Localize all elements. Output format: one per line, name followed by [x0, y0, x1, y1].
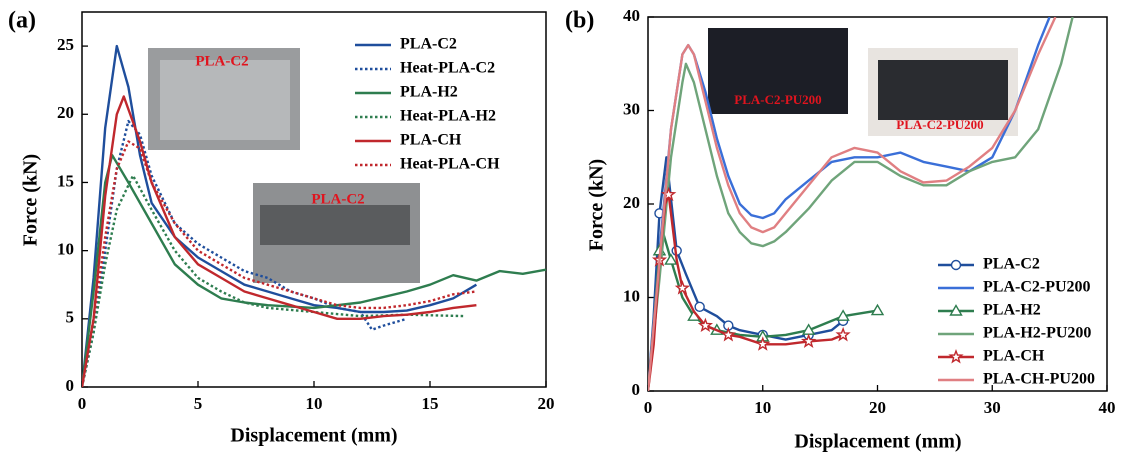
- photo-label: PLA-C2-PU200: [896, 117, 983, 132]
- x-tick-label: 0: [78, 394, 87, 413]
- photo: [708, 28, 848, 114]
- marker: [694, 301, 705, 313]
- marker: [950, 259, 962, 271]
- marker: [948, 349, 964, 364]
- photo-detail: [878, 60, 1008, 120]
- x-axis-label: Displacement (mm): [794, 431, 961, 453]
- series-line: [82, 140, 477, 387]
- y-tick-label: 0: [632, 380, 641, 399]
- y-axis-label: Force (kN): [586, 159, 608, 251]
- series-line: [82, 95, 477, 387]
- x-axis-label: Displacement (mm): [230, 425, 397, 447]
- x-tick-label: 30: [984, 398, 1001, 417]
- series-line: [648, 17, 1074, 391]
- marker: [697, 317, 714, 332]
- legend-label: PLA-H2: [400, 84, 458, 101]
- y-tick-label: 25: [57, 35, 74, 54]
- series-line: [648, 193, 844, 391]
- x-tick-label: 40: [1099, 398, 1116, 417]
- y-tick-label: 5: [66, 308, 75, 327]
- marker: [949, 304, 963, 316]
- y-tick-label: 40: [623, 6, 640, 25]
- marker: [755, 336, 771, 351]
- series-line: [82, 174, 465, 387]
- x-tick-label: 20: [538, 394, 555, 413]
- legend-label: PLA-C2: [400, 36, 457, 53]
- legend-label: Heat-PLA-C2: [400, 60, 495, 77]
- marker: [836, 309, 850, 321]
- y-tick-label: 15: [57, 171, 74, 190]
- x-tick-label: 15: [422, 394, 439, 413]
- marker: [674, 280, 691, 295]
- y-tick-label: 0: [66, 376, 75, 395]
- photo-detail: [160, 60, 290, 140]
- series-line: [648, 17, 1057, 391]
- x-tick-label: 10: [754, 398, 771, 417]
- y-tick-label: 10: [57, 240, 74, 259]
- y-tick-label: 10: [623, 286, 640, 305]
- legend-label: Heat-PLA-H2: [400, 108, 496, 125]
- y-tick-label: 20: [623, 193, 640, 212]
- series-line: [82, 154, 546, 387]
- y-tick-label: 20: [57, 103, 74, 122]
- legend-label: PLA-H2: [983, 302, 1041, 319]
- y-tick-label: 30: [623, 99, 640, 118]
- marker: [664, 253, 678, 265]
- legend-label: PLA-C2: [983, 256, 1040, 273]
- legend-label: PLA-CH: [983, 348, 1045, 365]
- series-line: [648, 156, 844, 391]
- marker: [720, 326, 736, 342]
- panel-label: (a): [8, 8, 36, 34]
- panel-label: (b): [565, 8, 594, 34]
- x-tick-label: 0: [644, 398, 653, 417]
- x-tick-label: 10: [306, 394, 323, 413]
- marker: [835, 326, 851, 342]
- plot-area: [82, 44, 546, 387]
- marker: [870, 303, 885, 316]
- marker: [800, 333, 817, 348]
- x-tick-label: 5: [194, 394, 203, 413]
- x-tick-label: 20: [869, 398, 886, 417]
- photo-label: PLA-C2-PU200: [734, 92, 821, 107]
- photo-label: PLA-C2: [311, 191, 364, 207]
- photo-detail: [260, 205, 410, 245]
- series-line: [82, 44, 478, 387]
- legend-label: PLA-CH: [400, 132, 462, 149]
- legend-label: PLA-C2-PU200: [983, 279, 1091, 296]
- legend-label: PLA-H2-PU200: [983, 325, 1091, 342]
- y-axis-label: Force (kN): [20, 154, 42, 246]
- plot-area: [648, 17, 1074, 391]
- photo-label: PLA-C2: [195, 53, 248, 69]
- legend-label: Heat-PLA-CH: [400, 156, 500, 173]
- legend-label: PLA-CH-PU200: [983, 371, 1095, 388]
